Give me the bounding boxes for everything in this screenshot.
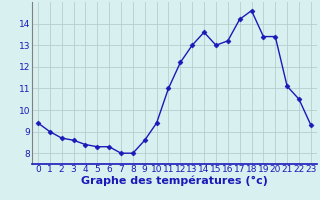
X-axis label: Graphe des températures (°c): Graphe des températures (°c) (81, 176, 268, 186)
